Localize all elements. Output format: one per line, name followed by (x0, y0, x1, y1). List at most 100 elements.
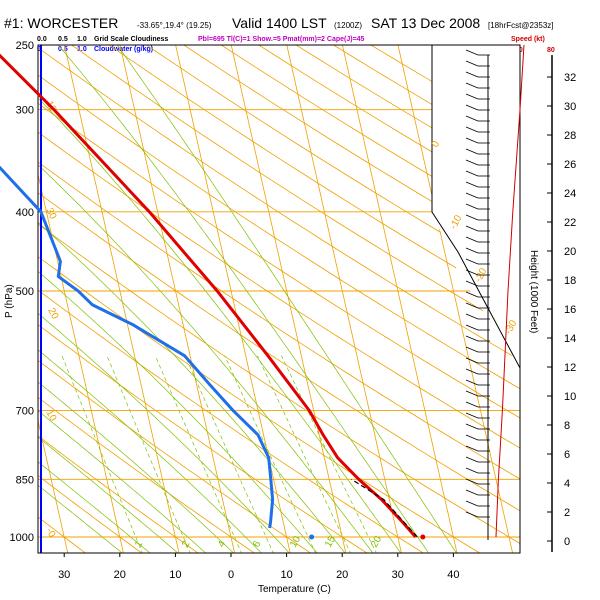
dry-adiabat (38, 435, 199, 553)
moist-adiabat (38, 349, 262, 553)
height-tick-label: 8 (564, 420, 570, 432)
wind-barb-feather (465, 247, 479, 254)
mixing-ratio-line (281, 355, 377, 553)
pressure-tick-label: 300 (16, 105, 34, 117)
mixing-ratio-label: 6 (251, 539, 264, 550)
barb-area-mask (432, 45, 520, 368)
dry-adiabat (38, 192, 520, 512)
surface-temperature-marker (420, 534, 426, 540)
dry-adiabat (38, 289, 425, 553)
wind-barb-feather (465, 445, 479, 452)
mixing-ratio-line (154, 355, 242, 553)
wind-barb-feather (465, 500, 479, 507)
mixing-ratio-label: 15 (323, 534, 338, 550)
mixing-ratio-label: 20 (369, 534, 384, 550)
barb-area-border (431, 45, 520, 369)
grid-layer (38, 45, 520, 553)
wind-barb-feather (465, 412, 479, 419)
moist-adiabat (116, 45, 457, 553)
temperature-tick-label: 20 (336, 569, 348, 581)
pressure-tick-label: 500 (16, 286, 34, 298)
forecast-label: [18hrFcst@2353z] (488, 21, 553, 30)
cloudwater-scale-0: 0 (37, 46, 41, 53)
wind-barb-feather (465, 203, 479, 210)
wind-barb-feather (465, 313, 479, 320)
dry-adiabat (183, 45, 520, 254)
height-tick-label: 18 (564, 275, 576, 287)
height-tick-label: 14 (564, 333, 576, 345)
mixing-ratio-labels: 1 2 4 6 10 15 20 (133, 534, 384, 550)
wind-barb-feather (465, 357, 479, 364)
legend-header: 0.0 0.5 1.0 Grid Scale Cloudiness 0 0.5 … (37, 36, 555, 54)
dry-adiabat (38, 256, 481, 553)
pressure-axis: 250 300 400 500 700 850 1000 (10, 40, 34, 544)
dry-adiabat (38, 359, 312, 553)
isotherm-line (175, 45, 291, 553)
cloud-scale-1: 1.0 (77, 36, 87, 43)
wind-speed-panel (487, 44, 525, 540)
wind-barb-feather (465, 390, 479, 397)
temperature-curve (0, 53, 417, 538)
mixing-ratio-label: 10 (288, 534, 303, 550)
mixing-ratio-line (184, 355, 274, 553)
parcel-trace (351, 478, 418, 538)
moist-adiabat (38, 436, 179, 553)
moist-adiabat (38, 484, 123, 553)
dry-adiabat (38, 47, 520, 361)
moist-adiabat (38, 270, 318, 553)
speed-tick-80: 80 (547, 47, 555, 54)
dry-adiabat (295, 45, 520, 180)
isotherm-line (38, 419, 69, 553)
wind-barb-feather (465, 302, 479, 309)
temperature-tick-label: 10 (280, 569, 292, 581)
isotherm-line (341, 45, 458, 553)
isotherm-label: 30 (43, 206, 58, 221)
wind-barb-feather (465, 159, 479, 166)
dewpoint-curve (0, 165, 275, 529)
pressure-tick-label: 850 (16, 474, 34, 486)
wind-barb-feather (465, 104, 479, 111)
x-axis-label: Temperature (C) (258, 584, 331, 595)
wind-barb-feather (465, 324, 479, 331)
dry-adiabat (38, 131, 520, 449)
sounding-curves (0, 53, 426, 540)
wind-barb-feather (465, 115, 479, 122)
wind-barb-feather (465, 456, 479, 463)
dry-adiabat (38, 74, 520, 390)
wind-barb-feather (465, 49, 479, 56)
wind-barb-feather (465, 225, 479, 232)
isotherm-line (63, 45, 180, 553)
wind-barb-feather (465, 379, 479, 386)
wind-barb-feather (465, 181, 479, 188)
wind-barb-feather (465, 192, 479, 199)
isotherm-line (119, 45, 236, 553)
mixing-ratio-label: 2 (180, 539, 193, 550)
wind-barb-feather (465, 236, 479, 243)
dry-adiabat (38, 324, 368, 553)
height-tick-label: 0 (564, 536, 570, 548)
height-tick-label: 30 (564, 101, 576, 113)
dry-adiabat (71, 45, 520, 333)
height-tick-label: 12 (564, 362, 576, 374)
temperature-axis: 30 20 10 0 10 20 30 40 (58, 553, 460, 581)
moist-adiabat (38, 461, 151, 553)
height-tick-label: 16 (564, 304, 576, 316)
dry-adiabat (38, 161, 520, 480)
valid-date: SAT 13 Dec 2008 (371, 15, 480, 31)
cloud-scale-05: 0.5 (58, 36, 68, 43)
wind-barb-feather (465, 214, 479, 221)
mixing-ratio-label: 1 (133, 539, 146, 550)
moist-adiabat (38, 221, 346, 553)
dry-adiabat (38, 396, 256, 553)
wind-barb-feather (465, 434, 479, 441)
mixing-ratio-line (257, 355, 351, 553)
wind-barb-feather (465, 258, 479, 265)
temperature-tick-label: 10 (169, 569, 181, 581)
temperature-tick-label: 30 (58, 569, 70, 581)
surface-dewpoint-marker (309, 534, 315, 540)
height-tick-label: 10 (564, 391, 576, 403)
valid-time: Valid 1400 LST (232, 15, 327, 31)
station-coords: -33.65°,19.4° (19.25) (137, 21, 212, 30)
isotherm-label: 10 (43, 408, 58, 423)
